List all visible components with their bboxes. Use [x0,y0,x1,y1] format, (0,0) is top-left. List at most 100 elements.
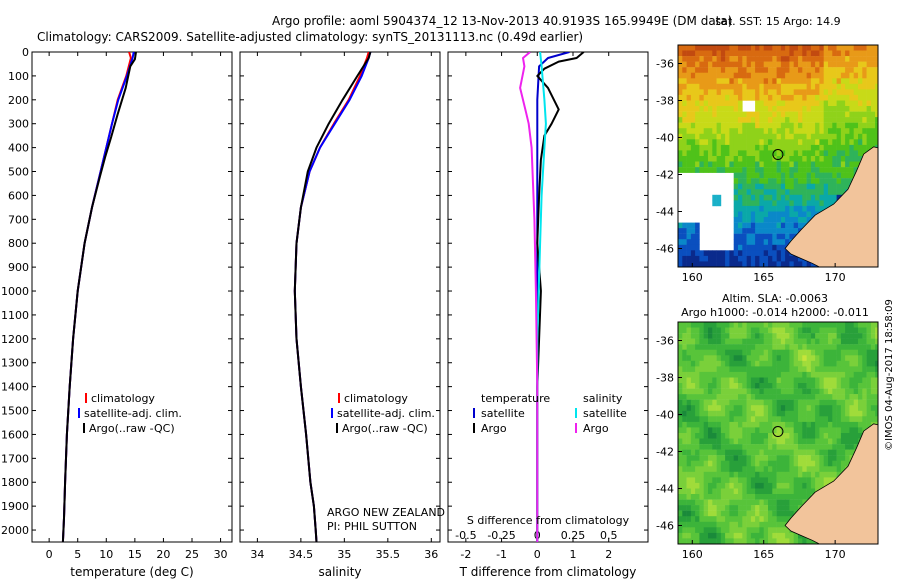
heatmap-cell [768,239,773,245]
heatmap-cell [819,50,824,57]
heatmap-cell [725,349,730,356]
heatmap-cell [703,421,709,428]
heatmap-cell [703,261,709,267]
heatmap-cell [832,449,837,456]
heatmap-cell [759,399,764,406]
heatmap-cell [720,327,726,334]
heatmap-cell [746,433,752,439]
heatmap-cell [746,394,752,400]
heatmap-cell [746,94,752,101]
heatmap-cell [716,494,722,500]
heatmap-cell [776,222,782,229]
heatmap-cell [738,133,743,140]
heatmap-cell [720,532,726,539]
heatmap-cell [810,349,816,356]
heatmap-cell [759,444,764,450]
heatmap-cell [810,172,816,179]
heatmap-cell [785,388,790,395]
heatmap-cell [703,427,709,434]
heatmap-cell [699,78,704,85]
heatmap-cell [695,56,700,62]
heatmap-cell [716,161,722,168]
heatmap-cell [759,516,764,522]
heatmap-cell [849,78,854,85]
heatmap-cell [798,466,803,473]
heatmap-cell [695,106,700,112]
heatmap-cell [819,106,824,112]
heatmap-cell [780,261,786,267]
heatmap-cell [768,100,773,107]
heatmap-cell [840,421,846,428]
heatmap-cell [738,349,743,356]
heatmap-cell [798,438,803,445]
heatmap-cell [742,360,747,367]
heatmap-cell [678,322,683,328]
heatmap-cell [772,50,777,57]
heatmap-cell [733,444,739,450]
heatmap-cell [806,377,812,384]
heatmap-cell [828,133,833,140]
heatmap-cell [768,139,773,146]
heatmap-cell [678,399,683,406]
heatmap-cell [802,466,807,473]
heatmap-cell [733,183,739,190]
heatmap-cell [793,189,799,196]
heatmap-cell [768,405,773,411]
heatmap-cell [875,355,878,362]
heatmap-cell [712,510,717,517]
heatmap-cell [815,449,820,456]
heatmap-cell [720,521,726,528]
heatmap-cell [793,499,799,506]
x-tick-label: 34.5 [289,548,314,561]
heatmap-cell [678,128,683,134]
heatmap-cell [708,410,713,417]
heatmap-cell [802,78,807,85]
heatmap-cell [682,244,687,251]
heatmap-cell [712,255,717,262]
heatmap-cell [678,460,683,467]
t-difference-xlabel: T difference from climatology [459,565,637,579]
heatmap-cell [686,366,692,373]
heatmap-cell [819,333,824,339]
heatmap-cell [862,333,867,339]
heatmap-cell [853,327,859,334]
heatmap-cell [695,156,700,162]
heatmap-cell [849,322,854,328]
heatmap-cell [875,267,880,273]
heatmap-cell [768,488,773,495]
heatmap-cell [823,399,829,406]
heatmap-cell [772,233,777,240]
heatmap-cell [853,433,859,439]
heatmap-cell [733,327,739,334]
heatmap-cell [780,228,786,234]
heatmap-cell [738,89,743,96]
heatmap-cell [776,394,782,400]
heatmap-cell [802,488,807,495]
heatmap-cell [738,388,743,395]
heatmap-cell [776,94,782,101]
heatmap-cell [798,383,803,389]
heatmap-cell [712,544,717,550]
heatmap-cell [823,333,829,339]
heatmap-cell [755,178,760,184]
heatmap-cell [780,333,786,339]
heatmap-cell [806,133,812,140]
heatmap-cell [746,178,752,184]
heatmap-cell [720,488,726,495]
heatmap-cell [725,111,730,118]
heatmap-cell [798,267,803,273]
heatmap-cell [733,488,739,495]
heatmap-cell [703,327,709,334]
heatmap-cell [678,50,683,57]
heatmap-cell [755,194,760,201]
heatmap-cell [678,338,683,345]
heatmap-cell [763,527,769,534]
heatmap-cell [828,322,833,328]
heatmap-cell [815,460,820,467]
heatmap-cell [725,532,730,539]
heatmap-cell [678,377,683,384]
heatmap-cell [763,255,769,262]
heatmap-cell [819,189,824,196]
heatmap-cell [793,117,799,123]
heatmap-cell [763,349,769,356]
